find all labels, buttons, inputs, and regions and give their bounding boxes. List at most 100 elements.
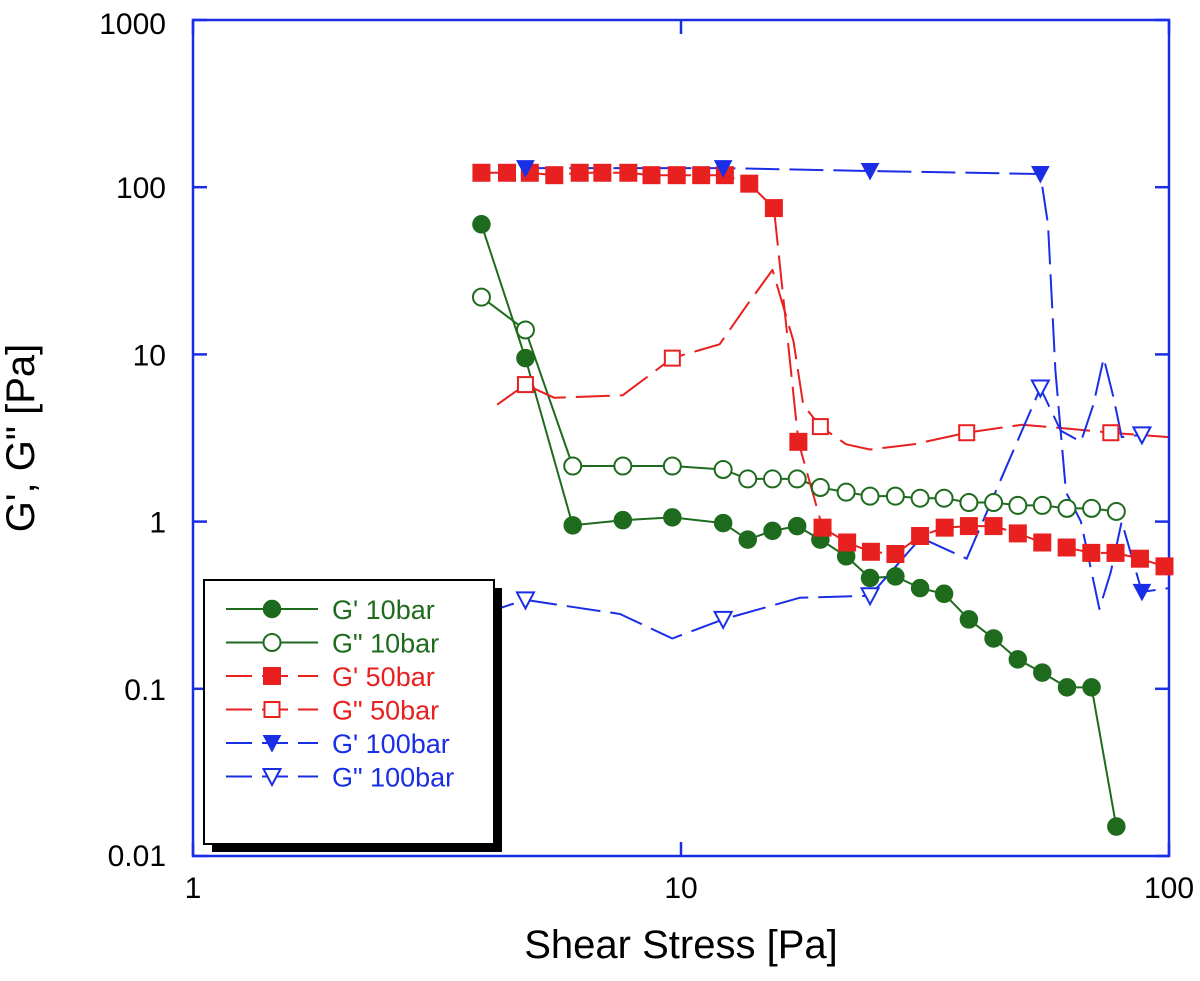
- legend-label-g-10bar: G' 10bar: [332, 595, 435, 625]
- data-point-g-50bar: [861, 542, 880, 561]
- data-point-g-50bar: [740, 174, 759, 193]
- data-point-g-50bar: [472, 163, 491, 182]
- data-point-g-10bar: [1082, 498, 1102, 518]
- data-point-g-100bar: [713, 160, 733, 178]
- y-tick-label: 1: [149, 507, 166, 540]
- data-point-g-50bar: [838, 533, 857, 552]
- y-tick-label: 0.01: [108, 840, 166, 873]
- legend-label-g-100bar: G' 100bar: [332, 729, 450, 759]
- data-point-g-100bar: [515, 591, 536, 611]
- data-point-g-10bar: [984, 629, 1003, 648]
- data-point-g-50bar: [1057, 538, 1076, 557]
- data-point-g-50bar: [498, 163, 517, 182]
- data-point-g-10bar: [763, 469, 783, 489]
- data-point-g-10bar: [934, 488, 954, 508]
- legend-label-g-50bar: G" 50bar: [332, 696, 439, 726]
- data-point-g-10bar: [663, 508, 682, 527]
- data-point-g-50bar: [813, 518, 832, 537]
- x-tick-label: 1: [185, 872, 202, 905]
- data-point-g-10bar: [662, 456, 682, 476]
- data-point-g-10bar: [1107, 817, 1126, 836]
- data-point-g-50bar: [911, 527, 930, 546]
- y-tick-label: 10: [133, 339, 166, 372]
- data-point-g-50bar: [984, 517, 1003, 536]
- legend-label-g-100bar: G" 100bar: [332, 763, 454, 793]
- data-point-g-10bar: [934, 584, 954, 604]
- data-point-g-10bar: [810, 477, 830, 497]
- data-point-g-50bar: [1033, 533, 1052, 552]
- data-point-g-10bar: [563, 456, 583, 476]
- data-point-g-10bar: [738, 530, 757, 549]
- data-point-g-10bar: [563, 516, 582, 535]
- data-point-g-10bar: [713, 459, 733, 479]
- legend-marker-g-100bar: [262, 735, 282, 753]
- data-point-g-50bar: [593, 163, 612, 182]
- data-point-g-10bar: [713, 513, 733, 533]
- data-point-g-50bar: [1082, 543, 1101, 562]
- data-point-g-10bar: [613, 510, 633, 530]
- data-point-g-10bar: [472, 215, 491, 234]
- y-axis-title: G', G" [Pa]: [0, 344, 43, 533]
- data-point-g-50bar: [692, 166, 711, 185]
- data-point-g-50bar: [642, 166, 661, 185]
- data-point-g-50bar: [959, 517, 978, 536]
- legend-marker-g-10bar: [262, 599, 282, 619]
- legend-box: [203, 579, 495, 845]
- x-tick-label: 10: [664, 872, 697, 905]
- data-point-g-10bar: [763, 521, 782, 541]
- series-markers: [471, 160, 1174, 836]
- data-point-g-100bar: [1132, 583, 1152, 602]
- data-point-g-50bar: [1106, 543, 1125, 562]
- data-point-g-10bar: [984, 493, 1004, 513]
- legend-marker-g-10bar: [262, 633, 282, 652]
- data-point-g-10bar: [1032, 495, 1052, 515]
- data-point-g-50bar: [619, 163, 638, 182]
- data-point-g-100bar: [516, 160, 535, 178]
- data-point-g-10bar: [860, 568, 880, 588]
- data-point-g-10bar: [1033, 663, 1052, 682]
- x-axis-title: Shear Stress [Pa]: [524, 923, 837, 967]
- data-point-g-10bar: [1082, 678, 1101, 697]
- legend-marker-g-50bar: [263, 701, 281, 718]
- series-lines: [480, 167, 1170, 827]
- series-line-g-50bar: [496, 268, 1170, 451]
- data-point-g-10bar: [471, 287, 491, 307]
- data-point-g-10bar: [787, 516, 807, 536]
- data-point-g-10bar: [910, 578, 930, 598]
- data-point-g-50bar: [516, 376, 534, 394]
- data-point-g-50bar: [811, 418, 829, 436]
- data-point-g-50bar: [1155, 557, 1174, 576]
- data-point-g-100bar: [860, 162, 880, 181]
- data-point-g-50bar: [935, 518, 954, 537]
- data-point-g-50bar: [570, 163, 589, 182]
- data-point-g-100bar: [712, 610, 734, 631]
- data-point-g-10bar: [959, 610, 979, 629]
- data-point-g-50bar: [764, 199, 783, 218]
- data-point-g-10bar: [787, 469, 807, 489]
- data-point-g-50bar: [886, 545, 905, 564]
- data-point-g-100bar: [1131, 426, 1153, 446]
- data-point-g-10bar: [516, 348, 535, 368]
- data-point-g-100bar: [1031, 165, 1050, 184]
- data-point-g-10bar: [1106, 501, 1126, 521]
- data-point-g-10bar: [910, 488, 930, 508]
- data-point-g-100bar: [859, 587, 881, 607]
- data-point-g-10bar: [1057, 498, 1077, 518]
- series-line-g-10bar: [480, 223, 1118, 827]
- data-point-g-50bar: [667, 166, 686, 185]
- axis-labels: 1 10 100 0.01 0.1 1 10 100 1000: [99, 8, 1194, 905]
- y-tick-label: 100: [116, 172, 166, 205]
- data-point-g-10bar: [738, 469, 758, 489]
- legend-label-g-50bar: G' 50bar: [332, 662, 435, 692]
- data-point-g-10bar: [613, 456, 633, 476]
- data-point-g-10bar: [860, 486, 880, 506]
- data-point-g-50bar: [789, 432, 808, 451]
- data-point-g-50bar: [958, 424, 976, 442]
- data-point-g-10bar: [959, 493, 979, 513]
- data-point-g-50bar: [663, 349, 681, 367]
- legend-marker-g-50bar: [263, 667, 281, 685]
- data-point-g-50bar: [1130, 549, 1149, 568]
